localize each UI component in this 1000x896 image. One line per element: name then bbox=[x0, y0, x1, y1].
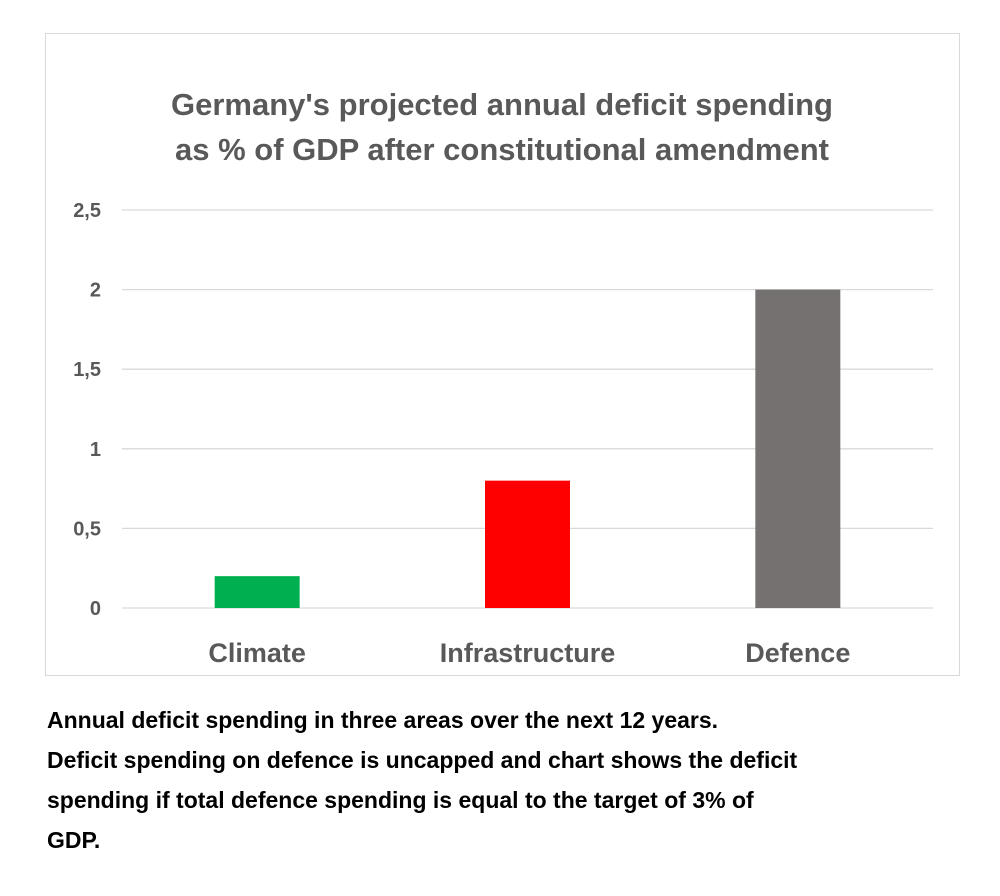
chart-title-line-1: Germany's projected annual deficit spend… bbox=[171, 87, 833, 122]
caption: Annual deficit spending in three areas o… bbox=[47, 700, 967, 860]
caption-line-3: spending if total defence spending is eq… bbox=[47, 787, 754, 813]
y-tick-label-0: 0 bbox=[90, 598, 101, 620]
caption-line-4: GDP. bbox=[47, 827, 101, 853]
category-labels: Climate Infrastructure Defence bbox=[208, 638, 850, 668]
category-label-defence: Defence bbox=[745, 638, 850, 668]
category-label-infrastructure: Infrastructure bbox=[440, 638, 616, 668]
y-tick-label-4: 2 bbox=[90, 280, 101, 302]
category-label-climate: Climate bbox=[208, 638, 306, 668]
y-tick-label-5: 2,5 bbox=[73, 200, 101, 222]
chart-title-line-2: as % of GDP after constitutional amendme… bbox=[175, 132, 829, 167]
bars bbox=[214, 289, 841, 608]
y-tick-label-2: 1 bbox=[90, 439, 101, 461]
bar-infrastructure bbox=[485, 480, 570, 608]
y-tick-label-3: 1,5 bbox=[73, 359, 101, 381]
caption-line-1: Annual deficit spending in three areas o… bbox=[47, 707, 719, 733]
y-axis-ticks: 0 0,5 1 1,5 2 2,5 bbox=[73, 200, 101, 620]
y-tick-label-1: 0,5 bbox=[73, 518, 101, 540]
bar-climate bbox=[214, 576, 300, 608]
bar-defence bbox=[755, 289, 841, 608]
caption-line-2: Deficit spending on defence is uncapped … bbox=[47, 747, 798, 773]
